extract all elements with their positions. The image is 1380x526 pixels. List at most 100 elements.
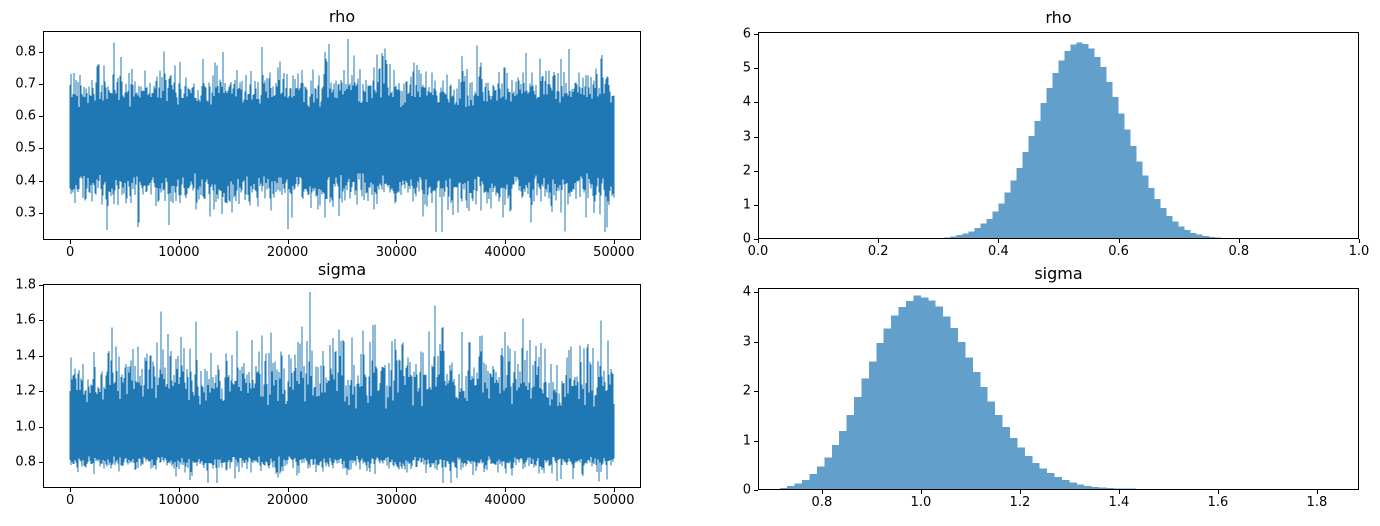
y-tick-label: 1.2 — [15, 383, 36, 399]
axes-frame — [758, 32, 1359, 239]
y-tick — [39, 84, 43, 86]
x-tick — [70, 488, 72, 492]
x-tick — [178, 488, 180, 492]
x-tick — [178, 240, 180, 244]
axes-frame — [43, 284, 641, 488]
plot-title-trace-rho: rho — [328, 7, 356, 26]
trace-line — [69, 292, 615, 484]
plot-title-trace-sigma: sigma — [317, 260, 367, 279]
y-tick — [39, 180, 43, 182]
y-tick — [39, 426, 43, 428]
x-tick-label: 40000 — [484, 493, 526, 508]
y-tick — [754, 292, 758, 293]
x-tick-label: 0.6 — [1108, 244, 1129, 259]
histogram-plot-svg — [758, 32, 1359, 239]
x-tick — [396, 488, 398, 492]
y-tick-label: 1 — [742, 197, 751, 213]
x-tick — [998, 239, 1000, 243]
y-tick — [754, 170, 758, 172]
x-tick — [1019, 490, 1021, 494]
x-tick — [1359, 239, 1360, 243]
x-tick — [613, 240, 615, 244]
y-tick — [39, 391, 43, 393]
y-tick — [39, 355, 43, 357]
y-tick-label: 4 — [742, 284, 751, 300]
x-tick — [1217, 490, 1219, 494]
axes-hist-sigma: sigma 0.8 1.0 1.2 1.4 1.6 1.8 0 1 2 3 4 — [743, 264, 1359, 510]
y-tick — [39, 320, 43, 322]
y-tick-label: 0.3 — [15, 205, 36, 221]
y-tick — [754, 102, 758, 104]
y-tick — [39, 284, 43, 286]
x-tick-label: 30000 — [375, 245, 418, 260]
x-tick-label: 1.6 — [1207, 495, 1229, 510]
y-tick — [754, 239, 758, 240]
y-tick-label: 2 — [742, 163, 751, 179]
x-tick-label: 50000 — [593, 493, 635, 508]
x-tick — [1316, 490, 1318, 494]
x-tick — [287, 488, 289, 492]
trace-plot-svg — [43, 31, 641, 240]
x-tick-label: 20000 — [266, 245, 309, 260]
y-tick — [754, 204, 758, 206]
y-tick — [754, 136, 758, 138]
y-tick — [754, 391, 758, 392]
x-tick-label: 0.8 — [811, 495, 833, 510]
x-tick-label: 1.0 — [1348, 244, 1370, 259]
y-tick-label: 0.5 — [15, 140, 36, 156]
y-tick-label: 1.6 — [15, 312, 36, 328]
y-tick-label: 6 — [742, 26, 751, 42]
x-tick-label: 0.2 — [867, 244, 889, 259]
plot-title-hist-sigma: sigma — [1034, 264, 1083, 283]
y-tick — [754, 68, 758, 70]
x-tick-label: 30000 — [375, 493, 418, 508]
x-tick-label: 1.8 — [1306, 495, 1328, 510]
y-tick-label: 3 — [742, 129, 751, 144]
x-tick — [878, 239, 880, 243]
y-tick-label: 0.7 — [15, 76, 36, 92]
y-tick-label: 1.4 — [15, 348, 36, 364]
y-tick-label: 0.6 — [15, 108, 36, 124]
x-tick-label: 0.0 — [747, 244, 769, 259]
x-tick — [758, 239, 759, 243]
x-tick — [396, 240, 398, 244]
y-tick — [39, 51, 43, 53]
x-tick — [70, 240, 72, 244]
x-tick — [505, 240, 507, 244]
x-tick — [1238, 239, 1240, 243]
x-tick — [1118, 239, 1120, 243]
histogram-bars — [932, 42, 1233, 239]
x-tick-label: 10000 — [158, 245, 200, 260]
axes-trace-sigma: sigma 0 10000 20000 30000 40000 50000 0.8 1.0 1.… — [15, 260, 641, 508]
y-tick-label: 1 — [742, 433, 751, 448]
y-tick — [39, 462, 43, 463]
axes-hist-rho: rho 0.0 0.2 0.4 0.6 0.8 1.0 0 1 2 3 4 5 6 — [743, 8, 1370, 259]
y-tick — [39, 148, 43, 150]
y-tick-label: 0.8 — [15, 454, 36, 470]
y-tick-label: 0 — [742, 231, 751, 247]
y-tick-label: 0.4 — [15, 173, 36, 188]
axes-trace-rho: rho 0 10000 20000 30000 40000 50000 0.3 0.4 0.5 0… — [15, 7, 641, 260]
x-tick-label: 40000 — [484, 245, 526, 260]
trace-line — [69, 39, 615, 232]
y-tick-label: 5 — [742, 60, 751, 76]
histogram-bars — [779, 295, 1152, 490]
x-tick — [505, 488, 507, 492]
x-tick-label: 20000 — [266, 493, 309, 508]
x-tick-label: 1.0 — [910, 495, 932, 510]
y-tick — [39, 116, 43, 118]
y-tick-label: 0.8 — [15, 44, 36, 60]
y-tick-label: 3 — [742, 334, 751, 349]
axes-frame — [43, 31, 641, 240]
x-tick — [287, 240, 289, 244]
x-tick — [920, 490, 922, 494]
y-tick-label: 1.0 — [15, 419, 36, 435]
x-tick-label: 0.4 — [988, 244, 1009, 259]
y-tick — [754, 440, 758, 442]
trace-plot-svg — [43, 284, 641, 488]
x-tick-label: 1.2 — [1009, 495, 1031, 510]
x-tick-label: 1.4 — [1108, 495, 1130, 510]
axes-frame — [758, 288, 1359, 490]
x-tick-label: 0 — [66, 493, 75, 508]
